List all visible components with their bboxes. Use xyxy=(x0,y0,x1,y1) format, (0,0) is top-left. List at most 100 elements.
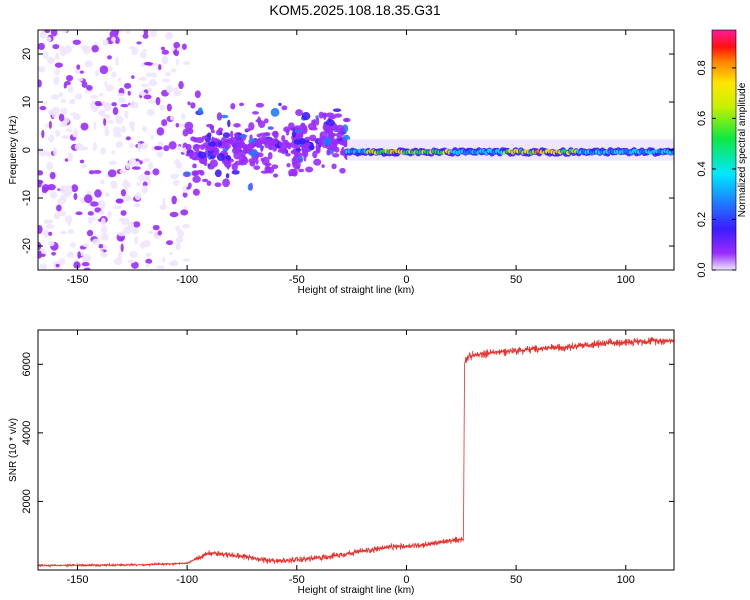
spectrogram-blob xyxy=(46,219,54,224)
spectrogram-blob xyxy=(66,251,75,258)
spectrogram-blob xyxy=(77,77,84,82)
spectrogram-blob xyxy=(112,107,119,116)
spectrogram-blob xyxy=(94,189,102,198)
snr-x-label: Height of straight line (km) xyxy=(298,585,415,596)
spectrogram-blob xyxy=(255,102,265,108)
spectrogram-blob xyxy=(166,103,172,112)
spectrogram-blob xyxy=(41,187,48,194)
spectrogram-blob xyxy=(142,158,151,163)
spectrogram-blob xyxy=(86,84,93,91)
spectrogram-blob xyxy=(55,263,60,268)
spectrogram-blob xyxy=(138,76,147,81)
spectrogram-blob xyxy=(57,198,65,206)
spectrogram-blob xyxy=(255,157,259,165)
spectrogram-blob xyxy=(131,75,135,79)
spectrogram-blob xyxy=(182,128,189,137)
spectrogram-blob xyxy=(180,209,189,216)
spectrogram-blob xyxy=(81,81,88,88)
spectrogram-blob xyxy=(71,184,79,193)
spectrogram-blob xyxy=(162,55,168,62)
spectrogram-blob xyxy=(125,136,131,141)
snr-frame xyxy=(37,329,675,571)
spectrogram-blob xyxy=(278,141,283,147)
y-tick-label: -10 xyxy=(21,190,33,206)
spectrogram-blob xyxy=(248,158,256,164)
spectrogram-blob xyxy=(199,144,206,150)
spectrogram-blob xyxy=(281,135,286,142)
spectrogram-blob xyxy=(161,119,168,127)
spectrogram-blob xyxy=(236,139,242,145)
spectrogram-blob xyxy=(291,130,296,138)
spectrogram-blob xyxy=(73,261,81,269)
spectrogram-blob xyxy=(102,39,109,47)
spectrogram-blob xyxy=(106,120,115,124)
spectrogram-blob xyxy=(117,231,126,237)
spectrogram-blob xyxy=(90,201,99,207)
spectrogram-blob xyxy=(271,143,275,147)
spectrogram-blob xyxy=(79,70,85,74)
y-tick-label: 0 xyxy=(21,147,33,153)
spectrogram-blob xyxy=(121,124,126,133)
spectrogram-blob xyxy=(39,263,48,270)
spectrogram-blob xyxy=(140,241,146,250)
spectrogram-blob xyxy=(135,160,140,167)
spectrogram-blob xyxy=(105,84,114,92)
spectrogram-blob xyxy=(313,158,322,166)
spectrogram-blob xyxy=(177,229,185,238)
spectrogram-blob xyxy=(92,142,98,152)
spectrogram-blob xyxy=(283,126,291,133)
snr-y-ticks: 2000 4000 6000 xyxy=(21,352,674,514)
spectrogram-blob xyxy=(293,139,302,145)
spectrogram-blob xyxy=(173,90,182,96)
spectrogram-blob xyxy=(332,153,340,158)
spectrogram-blob xyxy=(142,33,149,39)
spectrogram-blob xyxy=(82,243,90,248)
spectrogram-blob xyxy=(175,161,183,169)
spectrogram-blob xyxy=(120,243,124,253)
spectrogram-blob xyxy=(152,168,160,176)
spectrogram-blob xyxy=(235,143,242,151)
spectrogram-blob xyxy=(182,258,191,262)
spectrogram-blob xyxy=(100,147,106,155)
spectrogram-blob xyxy=(156,127,165,136)
spectrogram-blob xyxy=(202,178,209,183)
spectrogram-blob xyxy=(124,82,132,89)
spectrogram-blob xyxy=(207,132,212,138)
spectrogram-blob xyxy=(65,128,73,133)
spectrogram-blob xyxy=(190,102,196,109)
x-tick-label: -150 xyxy=(66,274,88,286)
y-tick-label: -20 xyxy=(21,238,33,254)
spectrogram-blob xyxy=(91,99,96,108)
spectrogram-blob xyxy=(294,151,300,158)
snr-y-label: SNR (10 * v/v) xyxy=(8,418,19,482)
spectrogram-blob xyxy=(330,143,338,152)
spectrogram-blob xyxy=(90,216,96,221)
spectrogram-blob xyxy=(281,105,288,111)
spectrogram-blob xyxy=(152,63,161,67)
spectrogram-blob xyxy=(111,102,117,107)
spectrogram-blob xyxy=(74,95,80,100)
spectrogram-blob xyxy=(192,175,201,183)
spectrogram-blob xyxy=(46,56,55,63)
spectrogram-blob xyxy=(122,194,132,202)
spectrogram-blob xyxy=(238,134,248,138)
spectrogram-blob xyxy=(318,111,324,119)
spectrogram-blob xyxy=(230,130,234,139)
snr-x-ticks: -150 -100 -50 0 50 100 xyxy=(66,330,635,586)
spectrogram-blob xyxy=(49,171,56,180)
spectrogram-blob xyxy=(280,146,288,154)
spectrogram-blob xyxy=(127,221,134,229)
spectrogram-blob xyxy=(104,81,108,87)
spectrogram-blob xyxy=(114,36,120,45)
spectrogram-blob xyxy=(170,68,177,73)
spectrogram-blob xyxy=(252,111,259,115)
spectrogram-blob xyxy=(187,128,194,135)
spectrogram-blob xyxy=(326,149,331,156)
spectrogram-blob xyxy=(229,136,237,146)
colorbar: 0.0 0.2 0.4 0.6 0.8 Normalized spectral ampl… xyxy=(696,29,748,278)
spectrogram-blob xyxy=(42,51,49,60)
spectrogram-blob xyxy=(55,129,61,137)
spectrogram-blob xyxy=(190,136,196,142)
spectrogram-blob xyxy=(250,150,256,158)
spectrogram-blob xyxy=(319,131,328,138)
